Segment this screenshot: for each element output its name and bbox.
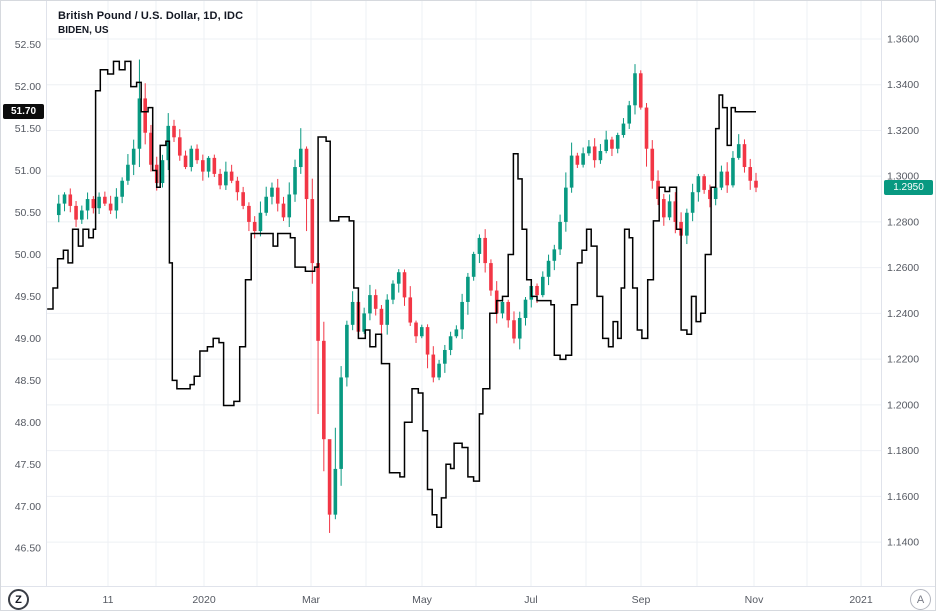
right-axis-tick: 1.2200 (887, 354, 919, 366)
left-axis-tick: 48.50 (15, 375, 41, 387)
left-axis-tick: 51.00 (15, 165, 41, 177)
axis-separators (1, 1, 935, 587)
left-axis-tick: 47.00 (15, 501, 41, 513)
compare-symbol[interactable]: BIDEN, US (58, 25, 109, 36)
right-price-label: 1.2950 (884, 180, 933, 196)
right-axis-tick: 1.2600 (887, 262, 919, 274)
bottom-right-a-button[interactable]: A (910, 589, 931, 610)
left-axis-tick: 49.50 (15, 291, 41, 303)
left-axis-tick: 48.00 (15, 417, 41, 429)
time-axis-tick: Sep (632, 594, 651, 606)
left-axis-tick: 50.00 (15, 249, 41, 261)
bottom-left-z-button[interactable]: Z (8, 589, 29, 610)
time-axis-hit[interactable] (1, 586, 935, 610)
right-axis-tick: 1.3400 (887, 79, 919, 91)
left-axis-tick: 50.50 (15, 207, 41, 219)
right-axis-tick: 1.3200 (887, 125, 919, 137)
right-axis-tick: 1.3600 (887, 33, 919, 45)
biden-step-line (47, 60, 756, 528)
symbol-title[interactable]: British Pound / U.S. Dollar, 1D, IDC (58, 10, 244, 22)
grid-lines (46, 1, 881, 586)
chart-legend: British Pound / U.S. Dollar, 1D, IDC BID… (58, 10, 243, 36)
left-axis-tick: 47.50 (15, 459, 41, 471)
time-axis-tick: 11 (103, 594, 114, 606)
right-axis-tick: 1.1600 (887, 491, 919, 503)
time-axis-tick: Nov (745, 594, 764, 606)
left-axis-tick: 51.50 (15, 123, 41, 135)
right-axis-tick: 1.2000 (887, 399, 919, 411)
right-price-axis-hit[interactable] (881, 1, 935, 586)
left-price-label: 51.70 (3, 104, 44, 120)
time-axis-tick: Jul (524, 594, 537, 606)
left-axis-tick: 46.50 (15, 543, 41, 555)
time-axis-tick: 2020 (192, 594, 216, 606)
time-axis-tick: May (412, 594, 433, 606)
gbpusd-candles (56, 59, 758, 533)
right-axis-tick: 1.2400 (887, 308, 919, 320)
left-price-axis-hit[interactable] (1, 1, 46, 586)
left-price-axis[interactable]: 52.50 52.00 51.50 51.00 50.50 50.00 49.50 49.00… (15, 39, 41, 555)
right-price-axis[interactable]: 1.3600 1.3400 1.3200 1.3000 1.2800 1.2600 1.24… (887, 33, 919, 548)
time-axis-tick: Mar (302, 594, 321, 606)
right-axis-tick: 1.2800 (887, 216, 919, 228)
left-axis-tick: 52.00 (15, 81, 41, 93)
right-axis-tick: 1.3000 (887, 171, 919, 183)
left-axis-tick: 49.00 (15, 333, 41, 345)
right-axis-tick: 1.1400 (887, 537, 919, 549)
time-axis-tick: 2021 (849, 594, 873, 606)
right-axis-tick: 1.1800 (887, 445, 919, 457)
left-axis-tick: 52.50 (15, 39, 41, 51)
time-axis[interactable]: 11 2020 Mar May Jul Sep Nov 2021 (103, 594, 873, 606)
